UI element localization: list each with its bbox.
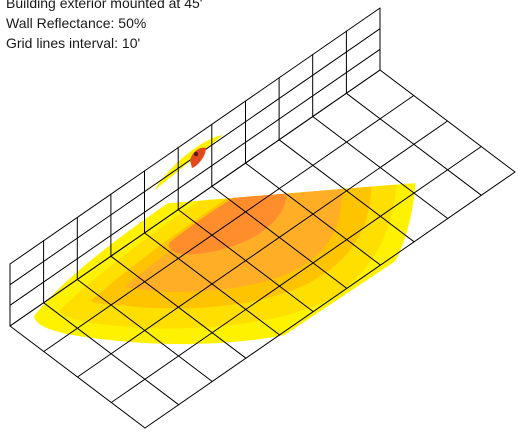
diagram-caption: Building exterior mounted at 45' Wall Re… xyxy=(6,0,336,53)
floor-grid-long-line xyxy=(9,69,381,327)
floor-grid-depth-line xyxy=(278,139,415,243)
fixture-point-icon xyxy=(193,151,199,157)
fixture-glow-icon xyxy=(190,147,206,168)
floor-grid-long-line xyxy=(110,146,482,403)
floor-light-contours xyxy=(34,174,417,345)
floor-grid-long-line xyxy=(144,171,516,429)
floor-grid-depth-line xyxy=(110,255,247,359)
floor-grid-depth-line xyxy=(177,209,314,313)
floor-grid-depth-line xyxy=(76,279,213,382)
floor-grid-depth-line xyxy=(379,69,516,173)
floor-grid-long-line xyxy=(43,95,415,352)
floor-grid-depth-line xyxy=(43,302,180,406)
floor-grid-depth-line xyxy=(144,232,280,336)
mounting-height-label: Building exterior mounted at 45' xyxy=(6,0,203,11)
wall-reflectance-label: Wall Reflectance: 50% xyxy=(6,15,147,31)
floor-grid-depth-line xyxy=(9,325,146,429)
wall-grid-horizontal-line xyxy=(9,48,381,306)
grid-interval-label: Grid lines interval: 10' xyxy=(6,35,141,51)
wall-contour-inner xyxy=(182,158,216,199)
grid-lines xyxy=(9,7,516,429)
floor-grid-depth-line xyxy=(312,116,449,219)
light-fixture xyxy=(190,147,206,168)
floor-grid-depth-line xyxy=(211,185,348,289)
wall-grid-horizontal-line xyxy=(9,7,381,265)
floor-grid-long-line xyxy=(77,120,448,378)
floor-grid-depth-line xyxy=(245,162,381,266)
floor-grid-depth-line xyxy=(345,92,482,196)
floor-contour-peak xyxy=(168,182,287,255)
